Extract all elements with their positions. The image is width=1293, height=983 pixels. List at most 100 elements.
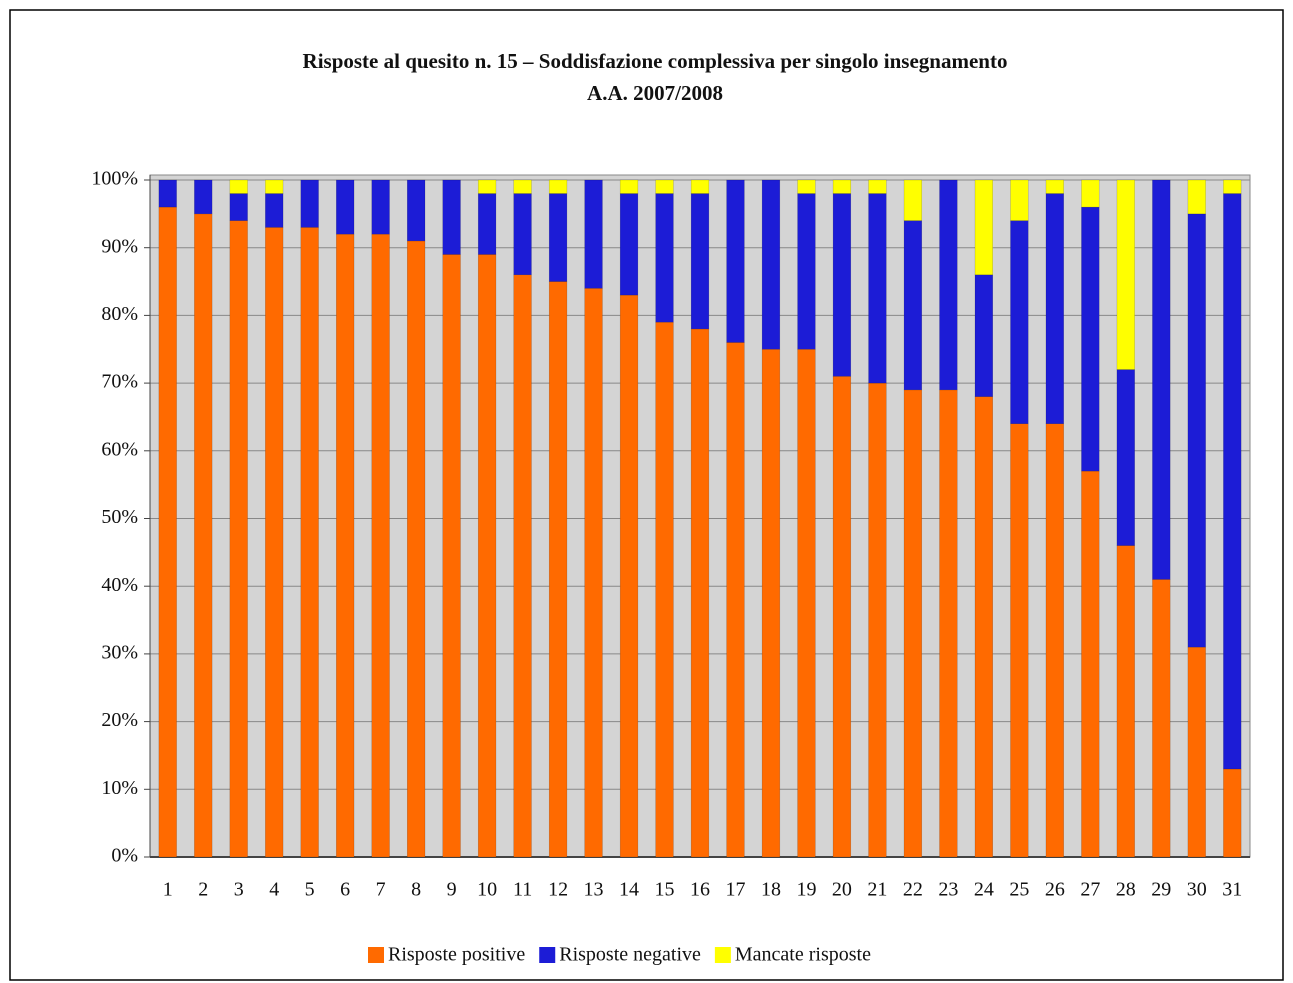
legend-swatch <box>368 947 384 963</box>
chart-subtitle: A.A. 2007/2008 <box>587 81 723 105</box>
x-tick-label: 8 <box>411 879 421 901</box>
bar-segment <box>1116 369 1135 546</box>
x-tick-label: 17 <box>725 879 745 901</box>
x-tick-label: 21 <box>867 879 887 901</box>
bar-segment <box>229 193 248 221</box>
bar-segment <box>442 254 461 858</box>
bar-segment <box>1223 768 1242 858</box>
bar-segment <box>655 179 674 194</box>
x-tick-label: 11 <box>513 879 532 901</box>
bar-segment <box>974 274 993 397</box>
bar-segment <box>407 179 426 242</box>
bar-segment <box>619 294 639 858</box>
x-tick-label: 12 <box>548 879 568 901</box>
x-tick-label: 23 <box>938 879 958 901</box>
x-tick-label: 7 <box>376 879 386 901</box>
bar-segment <box>548 179 568 194</box>
bar-segment <box>1223 193 1242 770</box>
bar-segment <box>584 288 603 858</box>
bar-segment <box>158 206 177 858</box>
bar-segment <box>548 281 568 858</box>
bar-segment <box>655 321 674 858</box>
bar-segment <box>477 179 497 194</box>
y-tick-label: 100% <box>91 168 138 190</box>
legend-swatch <box>539 947 556 963</box>
bar-segment <box>158 179 177 208</box>
bar-segment <box>761 179 781 350</box>
bar-segment <box>477 193 497 255</box>
bar-segment <box>513 179 532 194</box>
bar-segment <box>939 389 958 858</box>
bar-segment <box>690 328 710 858</box>
bar-segment <box>1187 179 1206 215</box>
x-tick-label: 16 <box>690 879 710 901</box>
bar-segment <box>1187 646 1206 858</box>
x-tick-label: 30 <box>1187 879 1207 901</box>
bar-segment <box>1116 545 1135 858</box>
x-tick-label: 22 <box>903 879 923 901</box>
bar-segment <box>300 179 319 228</box>
bar-segment <box>690 193 710 330</box>
legend-label: Risposte negative <box>559 944 701 966</box>
bar-segment <box>584 179 603 289</box>
bar-segment <box>1010 179 1029 221</box>
bar-segment <box>690 179 710 194</box>
x-tick-label: 27 <box>1080 879 1100 901</box>
x-tick-label: 18 <box>761 879 781 901</box>
bar-segment <box>726 342 745 858</box>
bar-segment <box>1187 213 1206 648</box>
bar-segment <box>477 254 497 858</box>
bar-segment <box>1081 206 1100 472</box>
bar-segment <box>832 179 852 194</box>
bar-segment <box>548 193 568 282</box>
y-tick-label: 60% <box>101 438 138 460</box>
bar-segment <box>1010 423 1029 858</box>
x-tick-label: 26 <box>1045 879 1065 901</box>
bar-segment <box>1223 179 1242 194</box>
bar-segment <box>300 227 319 858</box>
bar-segment <box>903 220 923 391</box>
bar-segment <box>655 193 674 323</box>
y-tick-label: 70% <box>101 371 138 393</box>
x-tick-label: 14 <box>619 879 639 901</box>
x-tick-label: 6 <box>340 879 350 901</box>
bar-segment <box>1152 179 1171 580</box>
bar-segment <box>1045 423 1064 858</box>
bar-segment <box>1045 193 1064 424</box>
bar-segment <box>868 382 887 858</box>
bar-segment <box>1116 179 1135 370</box>
bar-segment <box>371 233 390 858</box>
bar-segment <box>619 193 639 296</box>
bar-segment <box>194 213 213 858</box>
bar-segment <box>868 179 887 194</box>
bar-segment <box>761 349 781 858</box>
bar-segment <box>903 389 923 858</box>
bar-segment <box>513 274 532 858</box>
bar-segment <box>974 179 993 276</box>
bar-segment <box>265 227 284 858</box>
bar-segment <box>619 179 639 194</box>
bar-segment <box>1152 579 1171 858</box>
bar-segment <box>832 376 852 858</box>
chart-title: Risposte al quesito n. 15 – Soddisfazion… <box>303 49 1008 73</box>
x-tick-label: 25 <box>1009 879 1029 901</box>
x-tick-label: 24 <box>974 879 994 901</box>
bar-segment <box>194 179 213 215</box>
x-tick-label: 13 <box>584 879 604 901</box>
x-tick-label: 3 <box>234 879 244 901</box>
x-tick-label: 28 <box>1116 879 1136 901</box>
x-tick-label: 10 <box>477 879 497 901</box>
bar-segment <box>868 193 887 384</box>
bar-segment <box>229 220 248 858</box>
legend-swatch <box>714 947 731 963</box>
bar-segment <box>265 193 284 228</box>
bar-segment <box>939 179 958 391</box>
bar-segment <box>1045 179 1064 194</box>
bar-segment <box>229 179 248 194</box>
bar-segment <box>832 193 852 377</box>
legend-label: Mancate risposte <box>735 944 871 966</box>
y-tick-label: 20% <box>101 709 138 731</box>
y-tick-label: 0% <box>111 845 138 867</box>
bar-segment <box>407 240 426 858</box>
